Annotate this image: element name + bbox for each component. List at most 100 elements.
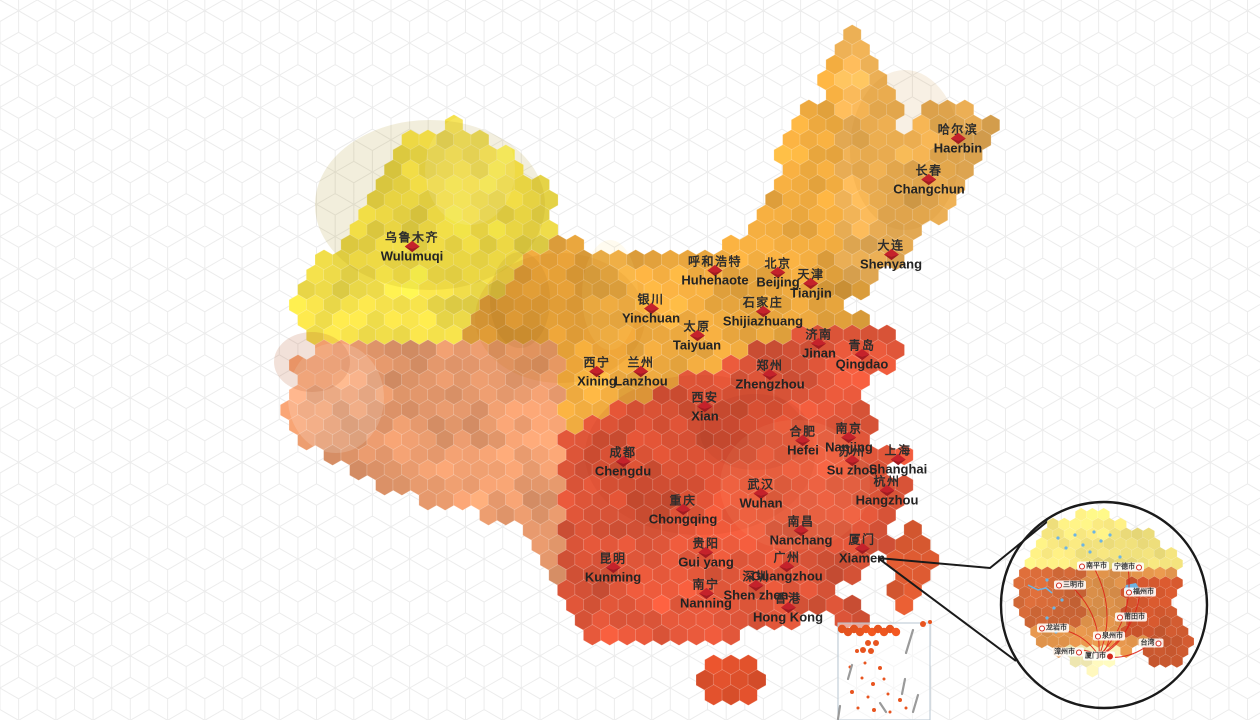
city-marker-shen-zhen[interactable]: 深圳 Shen zhen <box>723 571 788 602</box>
city-diamond-icon <box>803 277 819 290</box>
city-name-en: Guangzhou <box>751 568 823 584</box>
city-diamond-icon <box>689 329 705 342</box>
city-name-en: Shen zhen <box>723 587 789 603</box>
inset-place-name: 莆田市 <box>1124 613 1145 621</box>
city-name-zh: 呼和浩特 <box>687 254 743 269</box>
city-marker-wulumuqi[interactable]: 乌鲁木齐 Wulumuqi <box>381 232 444 263</box>
city-diamond-icon <box>753 487 769 500</box>
city-name-en: Xining <box>577 373 617 389</box>
inset-city-2[interactable]: 三明市 <box>1054 580 1086 590</box>
inset-city-8[interactable]: 漳州市 <box>1052 647 1084 657</box>
place-dot-icon <box>1095 633 1101 639</box>
city-name-zh: 哈尔滨 <box>937 122 979 137</box>
city-marker-tianjin[interactable]: 天津 Tianjin <box>790 269 832 300</box>
city-diamond-icon <box>950 132 966 145</box>
city-marker-xiamen[interactable]: 厦门 Xiamen <box>839 534 885 565</box>
city-name-zh: 济南 <box>805 327 833 342</box>
city-name-zh: 南京 <box>835 421 863 436</box>
inset-place-name: 南平市 <box>1086 562 1107 570</box>
inset-city-3[interactable]: 福州市 <box>1124 587 1156 597</box>
city-marker-hangzhou[interactable]: 杭州 Hangzhou <box>856 476 919 507</box>
city-name-zh: 大连 <box>877 238 905 253</box>
city-diamond-icon <box>755 305 771 318</box>
city-marker-shijiazhuang[interactable]: 石家庄 Shijiazhuang <box>723 297 803 328</box>
city-marker-guangzhou[interactable]: 广州 Guangzhou <box>751 552 823 583</box>
city-marker-xian[interactable]: 西安 Xian <box>691 392 718 423</box>
city-marker-nanjing[interactable]: 南京 Nanjing <box>825 423 873 454</box>
city-marker-wuhan[interactable]: 武汉 Wuhan <box>739 479 782 510</box>
city-name-en: Nanchang <box>769 532 833 548</box>
city-name-zh: 合肥 <box>789 424 817 439</box>
city-name-zh: 西安 <box>691 390 719 405</box>
city-diamond-icon <box>633 365 649 378</box>
city-name-en: Haerbin <box>933 140 983 156</box>
city-marker-jinan[interactable]: 济南 Jinan <box>802 329 836 360</box>
inset-city-1[interactable]: 宁德市 <box>1112 562 1144 572</box>
city-marker-kunming[interactable]: 昆明 Kunming <box>585 553 641 584</box>
city-marker-shenyang[interactable]: 大连 Shenyang <box>860 240 922 271</box>
city-name-zh: 杭州 <box>873 474 901 489</box>
inset-city-6[interactable]: 泉州市 <box>1093 631 1125 641</box>
city-name-en: Gui yang <box>678 554 734 570</box>
city-diamond-icon <box>921 173 937 186</box>
city-diamond-icon <box>793 524 809 537</box>
inset-city-7[interactable]: 台湾 <box>1138 638 1164 648</box>
city-marker-taiyuan[interactable]: 太原 Taiyuan <box>673 321 721 352</box>
city-marker-gui-yang[interactable]: 贵阳 Gui yang <box>678 538 734 569</box>
city-diamond-icon <box>675 503 691 516</box>
city-marker-haerbin[interactable]: 哈尔滨 Haerbin <box>934 124 982 155</box>
inset-city-4[interactable]: 莆田市 <box>1115 612 1147 622</box>
city-name-en: Huhehaote <box>681 272 749 288</box>
city-marker-changchun[interactable]: 长春 Changchun <box>893 165 965 196</box>
city-name-en: Shanghai <box>868 461 928 477</box>
city-name-en: Yinchuan <box>621 310 681 326</box>
city-marker-huhehaote[interactable]: 呼和浩特 Huhehaote <box>681 256 748 287</box>
city-name-en: Kunming <box>584 569 642 585</box>
city-marker-lanzhou[interactable]: 兰州 Lanzhou <box>614 357 667 388</box>
city-name-en: Wuhan <box>739 495 783 511</box>
inset-city-5[interactable]: 龙岩市 <box>1037 623 1069 633</box>
city-marker-zhengzhou[interactable]: 郑州 Zhengzhou <box>735 360 804 391</box>
place-dot-icon <box>1079 563 1085 569</box>
inset-place-name: 台湾 <box>1140 639 1155 647</box>
city-name-zh: 南宁 <box>692 577 720 592</box>
city-diamond-icon <box>811 337 827 350</box>
place-dot-icon <box>1107 653 1113 659</box>
city-diamond-icon <box>780 601 796 614</box>
city-marker-chengdu[interactable]: 成都 Chengdu <box>595 447 651 478</box>
city-diamond-icon <box>698 546 714 559</box>
inset-place-name: 龙岩市 <box>1046 624 1067 632</box>
city-diamond-icon <box>589 365 605 378</box>
city-marker-hong-kong[interactable]: 香港 Hong Kong <box>753 593 823 624</box>
city-marker-yinchuan[interactable]: 银川 Yinchuan <box>622 294 680 325</box>
city-name-zh: 石家庄 <box>742 295 784 310</box>
city-name-en: Chongqing <box>648 511 718 527</box>
city-name-en: Nanjing <box>825 439 873 455</box>
city-name-zh: 苏州 <box>838 444 866 459</box>
city-name-zh: 厦门 <box>848 532 876 547</box>
city-marker-nanning[interactable]: 南宁 Nanning <box>680 579 732 610</box>
city-marker-hefei[interactable]: 合肥 Hefei <box>787 426 819 457</box>
city-marker-beijing[interactable]: 北京 Beijing <box>756 258 799 289</box>
city-name-en: Xiamen <box>838 550 886 566</box>
city-marker-qingdao[interactable]: 青岛 Qingdao <box>836 340 889 371</box>
city-marker-su-zhou[interactable]: 苏州 Su zhou <box>827 446 878 477</box>
inset-city-0[interactable]: 南平市 <box>1077 561 1109 571</box>
inset-hub-xiamen[interactable]: 厦门市 <box>1083 651 1115 661</box>
city-name-zh: 成都 <box>609 445 637 460</box>
city-diamond-icon <box>879 484 895 497</box>
city-marker-shanghai[interactable]: 上海 Shanghai <box>869 445 928 476</box>
inset-place-name: 福州市 <box>1133 588 1154 596</box>
city-name-zh: 贵阳 <box>692 536 720 551</box>
city-marker-xining[interactable]: 西宁 Xining <box>577 357 617 388</box>
city-name-en: Hangzhou <box>855 492 919 508</box>
city-diamond-icon <box>883 248 899 261</box>
city-marker-nanchang[interactable]: 南昌 Nanchang <box>770 516 833 547</box>
city-diamond-icon <box>779 560 795 573</box>
magnifier-callout <box>877 500 1209 710</box>
city-marker-chongqing[interactable]: 重庆 Chongqing <box>649 495 718 526</box>
place-dot-icon <box>1126 589 1132 595</box>
city-name-en: Qingdao <box>835 356 889 372</box>
city-diamond-icon <box>770 266 786 279</box>
city-name-en: Shenyang <box>859 256 923 272</box>
